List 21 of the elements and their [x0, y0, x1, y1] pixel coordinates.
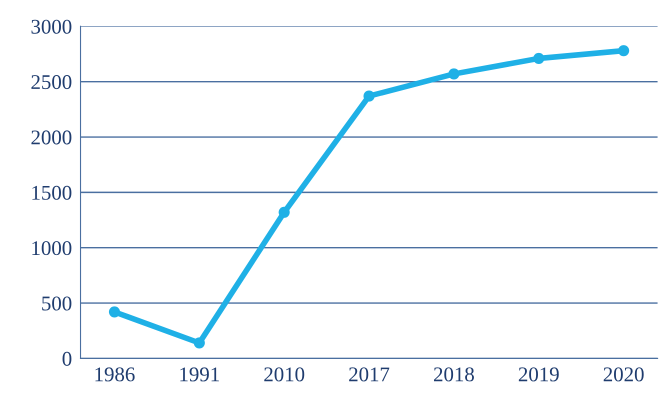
- point: [448, 68, 460, 80]
- point: [363, 90, 375, 102]
- point: [108, 306, 120, 318]
- y-tick-label: 500: [42, 296, 72, 311]
- point: [194, 337, 205, 348]
- x-tick-label: 1991: [180, 367, 219, 382]
- y-tick-label: 2500: [31, 75, 72, 90]
- point: [618, 45, 630, 56]
- y-tick-label: 2000: [31, 130, 72, 144]
- x-tick-label: 2019: [518, 367, 559, 382]
- x-tick-label: 1986: [95, 367, 135, 382]
- y-tick-label: 1500: [32, 186, 72, 200]
- point: [533, 52, 544, 64]
- point: [278, 206, 290, 218]
- x-tick-label: 2017: [349, 367, 390, 382]
- y-tick-label: 3000: [32, 20, 72, 34]
- y-tick-label: 1000: [32, 241, 72, 256]
- x-tick-label: 2010: [264, 367, 304, 382]
- x-tick-label: 2018: [434, 367, 474, 382]
- y-tick-label: 0: [62, 352, 72, 366]
- x-tick-label: 2020: [604, 367, 644, 382]
